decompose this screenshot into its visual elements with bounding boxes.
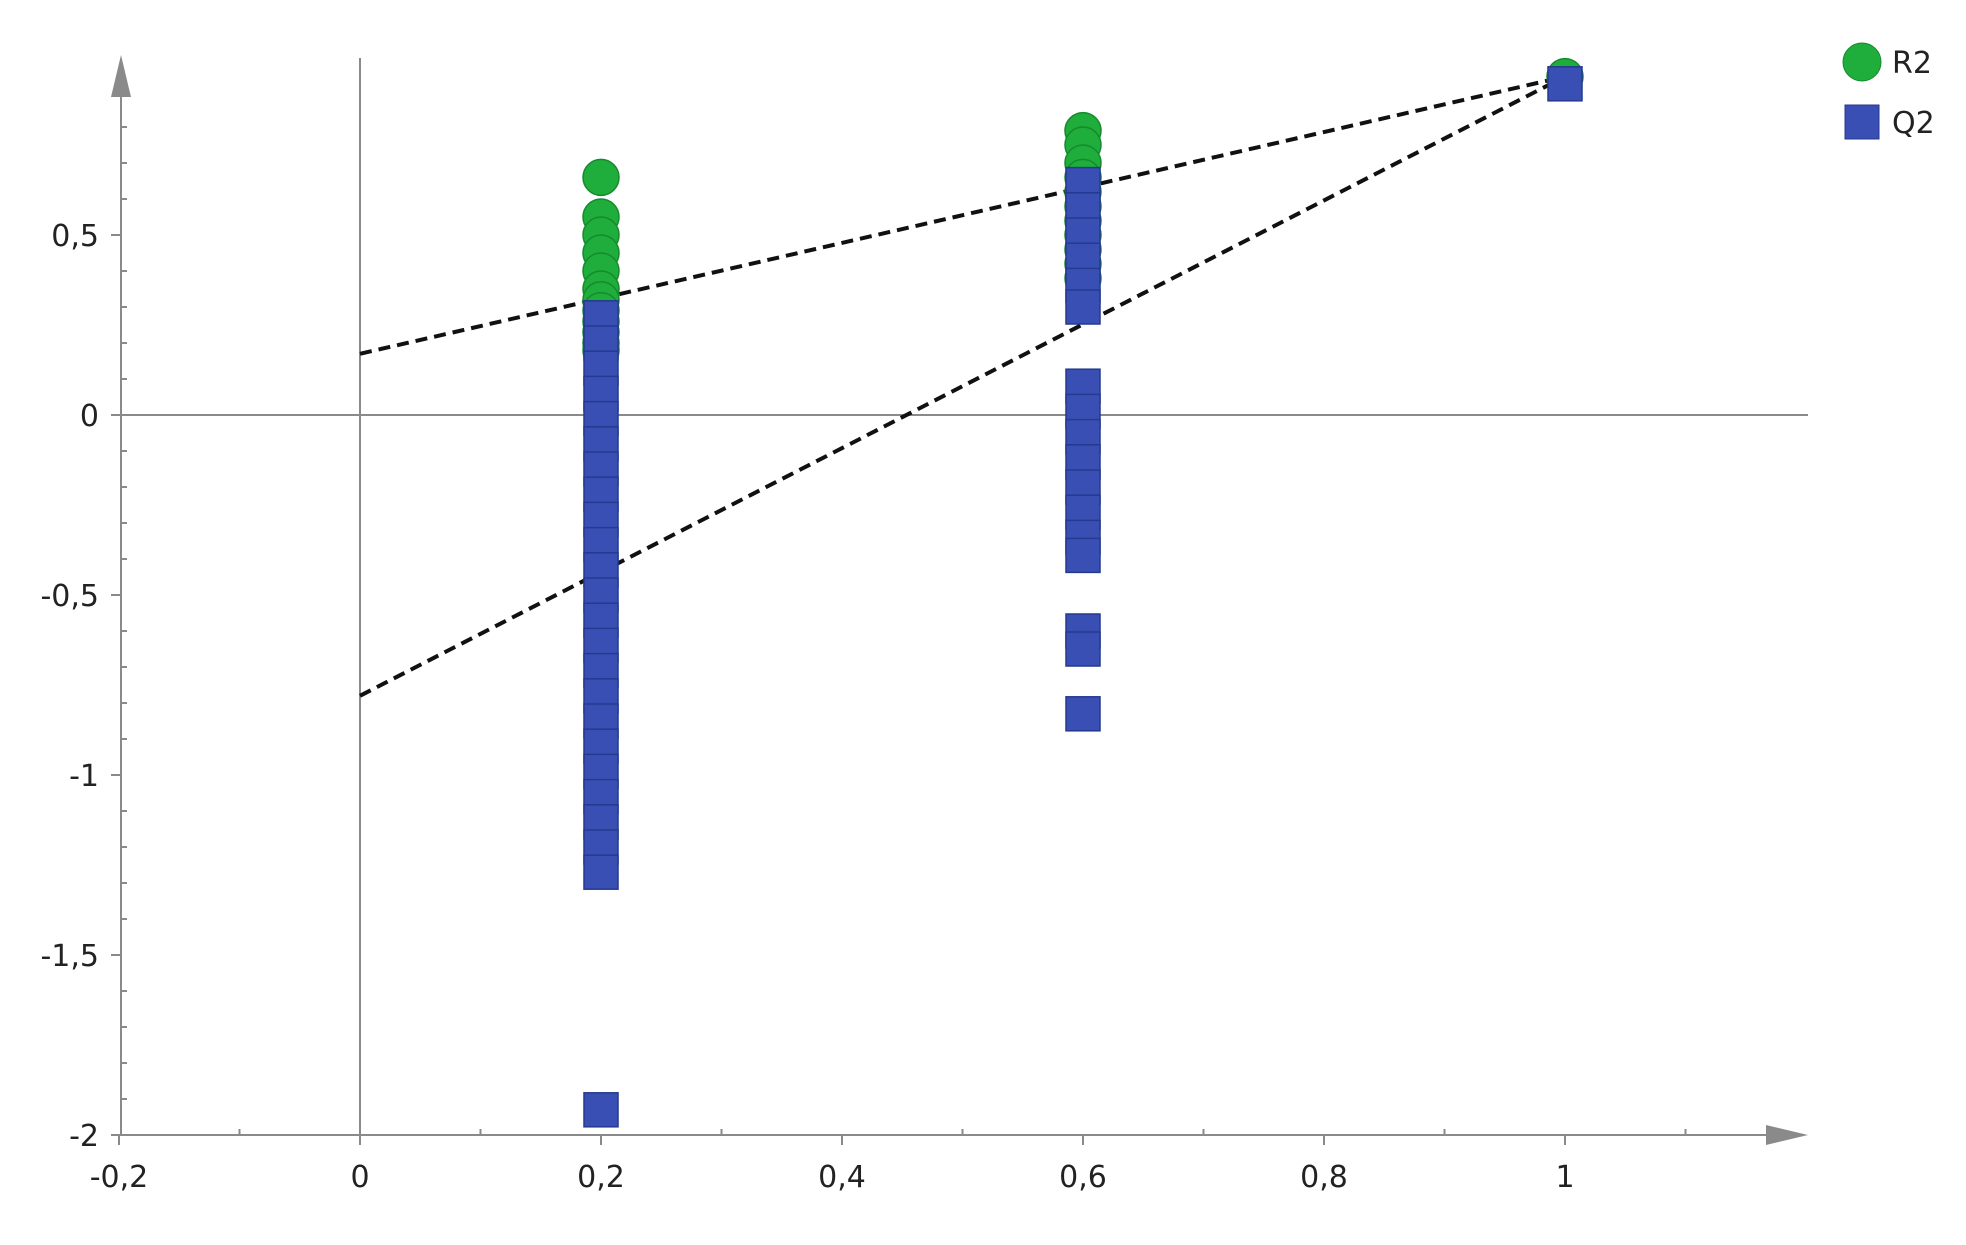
y-tick-label: 0,5 xyxy=(51,219,99,254)
x-tick-label: 0,2 xyxy=(577,1160,625,1195)
x-tick-label: 0,6 xyxy=(1059,1160,1107,1195)
q2-point xyxy=(1065,631,1101,667)
q2-trend-line xyxy=(359,74,1566,698)
r2-trend-line xyxy=(359,74,1566,356)
legend-r2-label: R2 xyxy=(1892,46,1932,81)
x-tick-label: -0,2 xyxy=(90,1160,149,1195)
x-tick-label: 0,8 xyxy=(1300,1160,1348,1195)
x-tick-label: 0 xyxy=(350,1160,369,1195)
q2-point xyxy=(583,1092,619,1128)
x-axis-arrow xyxy=(1766,1125,1808,1145)
q2-point xyxy=(583,854,619,890)
y-tick-label: -1,5 xyxy=(40,939,99,974)
q2-point xyxy=(1065,289,1101,325)
axes: -2 -1,5 -1 -0,5 0 0,5 -0,2 0 0,2 0,4 0,6 0,8 1 xyxy=(40,55,1808,1195)
y-tick-label: -0,5 xyxy=(40,579,99,614)
y-tick-label: -2 xyxy=(69,1119,99,1154)
legend-q2-marker xyxy=(1844,104,1880,140)
q2-point xyxy=(1065,696,1101,732)
r2-point xyxy=(582,158,620,197)
x-tick-label: 1 xyxy=(1555,1160,1574,1195)
legend-q2-label: Q2 xyxy=(1892,106,1935,141)
data-points xyxy=(582,57,1584,1128)
y-tick-label: 0 xyxy=(80,399,99,434)
legend: R2 Q2 xyxy=(1842,42,1935,141)
q2-point xyxy=(1065,537,1101,574)
y-tick-label: -1 xyxy=(69,759,99,794)
y-axis-arrow xyxy=(111,55,131,97)
legend-r2-marker xyxy=(1842,42,1882,82)
x-tick-label: 0,4 xyxy=(818,1160,866,1195)
q2-point xyxy=(1547,66,1583,102)
trend-lines xyxy=(359,74,1566,698)
